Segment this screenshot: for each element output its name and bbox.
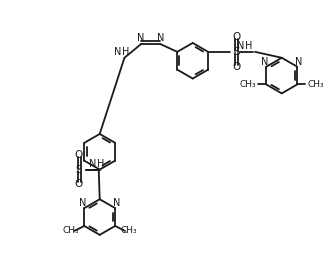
Text: N: N (237, 41, 245, 51)
Text: N: N (114, 47, 121, 57)
Text: N: N (114, 198, 121, 208)
Text: N: N (137, 33, 144, 43)
Text: CH₃: CH₃ (307, 80, 324, 89)
Text: N: N (79, 198, 86, 208)
Text: O: O (75, 179, 83, 189)
Text: CH₃: CH₃ (239, 80, 256, 89)
Text: CH₃: CH₃ (121, 226, 137, 235)
Text: O: O (232, 32, 240, 42)
Text: S: S (75, 164, 82, 175)
Text: H: H (245, 41, 253, 51)
Text: N: N (157, 33, 165, 43)
Text: O: O (232, 62, 240, 72)
Text: N: N (89, 159, 96, 169)
Text: N: N (296, 57, 303, 67)
Text: CH₃: CH₃ (62, 226, 79, 235)
Text: N: N (260, 57, 268, 67)
Text: H: H (97, 159, 104, 169)
Text: S: S (233, 47, 240, 57)
Text: H: H (122, 47, 129, 57)
Text: O: O (75, 150, 83, 160)
